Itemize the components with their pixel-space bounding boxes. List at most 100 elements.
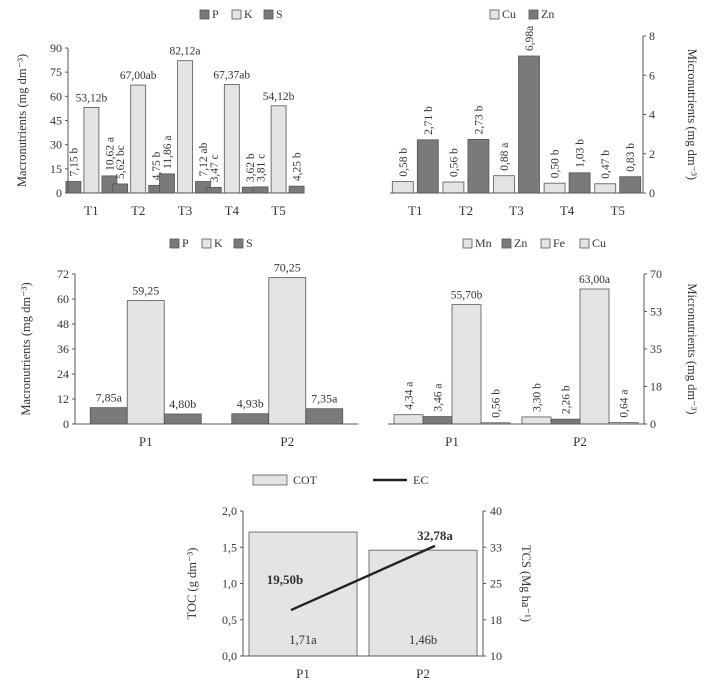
- y-tick-label: 48: [57, 317, 69, 331]
- data-label-cu-t1: 0,58 b: [398, 148, 410, 177]
- legend-item-cot: COT: [252, 473, 318, 487]
- y-tick-label: 1,5: [222, 540, 237, 554]
- y-tick-label: 0: [56, 186, 62, 200]
- bar-k-t2: [130, 84, 147, 194]
- y-tick-label: 2: [649, 147, 655, 161]
- legend-label-cu: Cu: [502, 7, 516, 21]
- legend-label-s: S: [276, 7, 283, 21]
- data-label-k-t5: 54,12b: [263, 91, 295, 103]
- y-tick-label: 4: [649, 108, 655, 122]
- y-axis-title: Macronutrients (mg dm⁻³): [19, 282, 33, 415]
- y-tick-label: 70: [650, 267, 662, 281]
- y-tick-label: 53: [650, 305, 662, 319]
- data-label-k-p1: 59,25: [132, 284, 159, 298]
- data-label-k-t2: 67,00ab: [120, 70, 157, 82]
- legend-label-zn: Zn: [541, 7, 554, 21]
- y-tick-label: 12: [57, 392, 69, 406]
- bar-k-t1: [83, 107, 100, 194]
- bar-cu-t3: [493, 175, 515, 194]
- legend-item-p: P: [169, 236, 189, 250]
- data-label-cu-t4: 0,50 b: [550, 149, 562, 178]
- legend-swatch-cot: [252, 474, 288, 486]
- y2-tick-label: 10: [490, 649, 502, 663]
- bar-mn-p1: [393, 414, 424, 425]
- y-tick-label: 0,0: [222, 649, 237, 663]
- data-label-k-t4: 67,37ab: [213, 69, 250, 81]
- y-tick-label: 24: [57, 367, 69, 381]
- y-axis-title: Micronutrients (mg dm⁻³): [685, 49, 699, 180]
- data-label-s-t2: 4,75 b: [151, 151, 163, 180]
- legend-item-s: S: [233, 236, 253, 250]
- category-label-t3: T3: [509, 203, 523, 218]
- y-tick-label: 0,5: [222, 613, 237, 627]
- data-label-fe-p2: 63,00a: [579, 274, 610, 286]
- bar-mn-p2: [521, 416, 552, 425]
- y-axis-title: Macronutrients (mg dm⁻³): [15, 54, 29, 187]
- category-label-t1: T1: [408, 203, 422, 218]
- chart-micronutrients-periods: Mn Zn Fe Cu P1 4,34 a 3,46 a 55,70b 0,56 b P2 3,30…: [388, 236, 699, 449]
- bar-fe-p1: [451, 304, 482, 425]
- legend-item-k: K: [201, 236, 223, 250]
- legend-swatch-p: [199, 9, 210, 20]
- category-label-p1: P1: [139, 434, 153, 449]
- legend-item-k: K: [231, 7, 253, 21]
- data-label-cu-t5: 0,47 b: [600, 150, 612, 179]
- data-label-k-t3: 82,12a: [170, 46, 201, 58]
- data-label-s-t1: 10,62 a: [104, 137, 116, 171]
- y-tick-label: 0: [650, 417, 656, 431]
- legend-swatch-k: [201, 238, 212, 249]
- data-label-s-p1: 4,80b: [169, 397, 196, 411]
- y2-tick-label: 33: [490, 540, 502, 554]
- y-tick-label: 60: [57, 292, 69, 306]
- bar-cu-t4: [543, 182, 566, 194]
- category-label-t1: T1: [84, 203, 98, 218]
- category-label-t3: T3: [178, 203, 192, 218]
- legend-label-k: K: [244, 7, 253, 21]
- y-tick-label: 75: [50, 65, 62, 79]
- legend-item-p: P: [199, 7, 219, 21]
- data-label-zn-t5: 0,83 b: [625, 143, 637, 172]
- legend-label-fe: Fe: [553, 236, 565, 250]
- data-label-zn-p1: 3,46 a: [433, 383, 445, 411]
- legend-item-fe: Fe: [540, 236, 565, 250]
- data-label-cu-t2: 0,56 b: [448, 148, 460, 177]
- data-label-fe-p1: 55,70b: [451, 290, 483, 302]
- data-label-s-p2: 7,35a: [311, 392, 338, 406]
- legend-label-cot: COT: [293, 473, 318, 487]
- y-tick-label: 36: [57, 342, 69, 356]
- bar-cu-t1: [391, 181, 414, 194]
- category-label-p2: P2: [573, 434, 587, 449]
- legend-label-p: P: [182, 236, 189, 250]
- y2-tick-label: 25: [490, 577, 502, 591]
- chart-micronutrients-treatments: Cu Zn T1 0,58 b 2,71 b T2 0,56 b 2,73 b T3 0,88 a…: [390, 7, 699, 218]
- data-label-p-t3: 11,86 a: [162, 135, 174, 168]
- data-label-zn-t2: 2,73 b: [473, 105, 485, 134]
- data-label-p-t4: 3,47 c: [209, 154, 221, 182]
- y2-tick-label: 18: [490, 613, 502, 627]
- data-label-p-p1: 7,85a: [96, 391, 123, 405]
- data-label-zn-t4: 1,03 b: [575, 139, 587, 168]
- y-tick-label: 18: [650, 380, 662, 394]
- y-tick-label: 45: [50, 114, 62, 128]
- legend-swatch-p: [169, 238, 180, 249]
- y-tick-label: 1,0: [222, 577, 237, 591]
- legend-item-cu: Cu: [579, 236, 606, 250]
- data-label-ec-p2: 32,78a: [417, 528, 453, 543]
- bar-k-t4: [223, 84, 240, 194]
- data-label-cu-p2: 0,64 a: [619, 390, 631, 418]
- legend-label-s: S: [246, 236, 253, 250]
- legend-item-zn: Zn: [528, 7, 554, 21]
- category-label-p1: P1: [296, 666, 310, 681]
- legend-swatch-zn: [501, 238, 512, 249]
- bar-fe-p2: [579, 288, 610, 425]
- data-label-ec-p1: 19,50b: [267, 572, 303, 587]
- bar-zn-p2: [550, 418, 581, 425]
- category-label-p2: P2: [416, 666, 430, 681]
- legend-item-zn: Zn: [501, 236, 527, 250]
- data-label-zn-p2: 2,26 b: [561, 385, 573, 414]
- y-tick-label: 30: [50, 138, 62, 152]
- data-label-k-p2: 70,25: [274, 261, 301, 275]
- y-tick-label: 0: [649, 186, 655, 200]
- legend-swatch-fe: [540, 238, 551, 249]
- data-label-s-t4: 3,62 b: [245, 153, 257, 182]
